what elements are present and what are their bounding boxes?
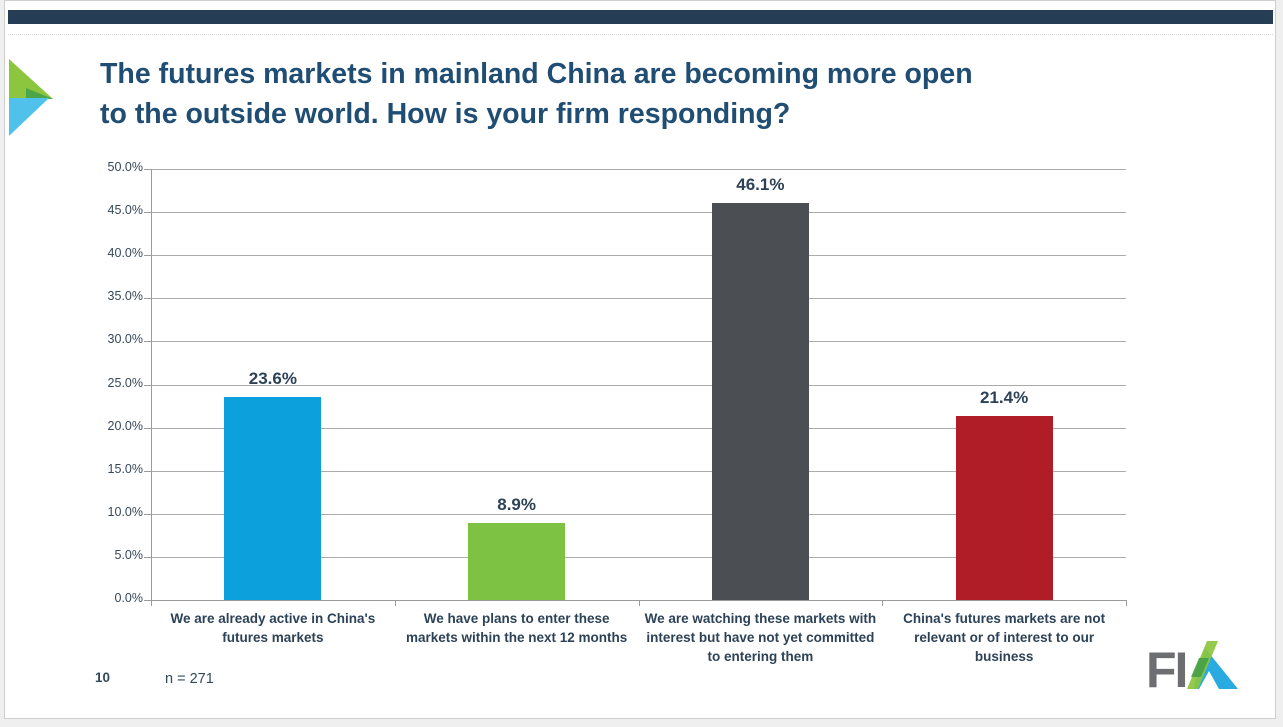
y-axis-tick (144, 255, 151, 257)
gridline (151, 556, 1126, 558)
gridline (151, 513, 1126, 515)
bar (711, 202, 809, 600)
x-axis-tick (394, 600, 396, 606)
y-axis-tick (144, 600, 151, 601)
page-title-line1: The futures markets in mainland China ar… (100, 58, 973, 90)
gridline (151, 212, 1126, 214)
gridline (151, 169, 1126, 170)
sample-size-note: n = 271 (165, 671, 214, 687)
fia-logo-icon: FI (1147, 641, 1238, 690)
y-axis-tick-label: 50.0% (107, 160, 143, 174)
svg-text:FI: FI (1147, 642, 1186, 690)
y-axis-tick (144, 212, 151, 214)
y-axis-tick-label: 35.0% (107, 289, 143, 304)
y-axis-tick (144, 341, 151, 343)
gridline (151, 298, 1126, 300)
y-axis-tick-label: 40.0% (107, 246, 143, 261)
gridline (151, 470, 1126, 472)
category-label: We are already active in China's futures… (170, 611, 376, 645)
chevron-logo-icon (9, 59, 53, 136)
bar-chart: 0.0% 5.0% 10.0% 15.0% 20.0% 25.0% 30.0% 35.0% 40… (5, 1, 1275, 718)
x-axis-tick (882, 600, 884, 606)
y-axis-tick-label: 5.0% (114, 547, 144, 562)
x-axis-tick (638, 600, 640, 606)
page-number: 10 (95, 670, 111, 685)
dotted-divider (8, 34, 1273, 35)
y-axis-tick-label: 25.0% (107, 375, 143, 390)
y-axis-line (151, 169, 152, 606)
x-axis-tick (151, 600, 152, 606)
bar-value-label: 23.6% (248, 368, 297, 388)
y-axis-tick (144, 556, 151, 558)
bar (224, 396, 322, 600)
y-axis-tick (144, 470, 151, 472)
y-axis-tick-label: 30.0% (107, 332, 143, 347)
gridline (151, 255, 1126, 257)
page-title: The futures markets in mainland China ar… (100, 54, 1190, 134)
gridline (151, 427, 1126, 429)
header-accent-bar (8, 10, 1273, 24)
bar-value-label: 21.4% (980, 387, 1029, 407)
y-axis-tick-label: 15.0% (107, 461, 143, 476)
bar (468, 523, 566, 600)
bar-value-label: 8.9% (497, 495, 536, 515)
x-axis-tick (1126, 600, 1127, 606)
y-axis-tick (144, 169, 151, 170)
bar-value-label: 46.1% (736, 174, 785, 194)
y-axis-tick-label: 0.0% (114, 591, 144, 605)
page-title-line2: to the outside world. How is your firm r… (100, 98, 791, 130)
y-axis-tick-label: 10.0% (107, 504, 143, 519)
y-axis-tick (144, 427, 151, 429)
y-axis-tick (144, 384, 151, 386)
y-axis-tick (144, 298, 151, 300)
category-label: We have plans to enter these markets wit… (405, 611, 628, 645)
bar (955, 415, 1053, 600)
category-label: China's futures markets are not relevant… (903, 611, 1106, 664)
gridline (151, 341, 1126, 343)
category-label: We are watching these markets with inter… (644, 611, 877, 664)
y-axis-tick (144, 513, 151, 515)
y-axis-tick-label: 20.0% (107, 418, 143, 433)
y-axis-tick-label: 45.0% (107, 203, 143, 218)
slide: The futures markets in mainland China ar… (4, 0, 1276, 719)
gridline (151, 384, 1126, 386)
